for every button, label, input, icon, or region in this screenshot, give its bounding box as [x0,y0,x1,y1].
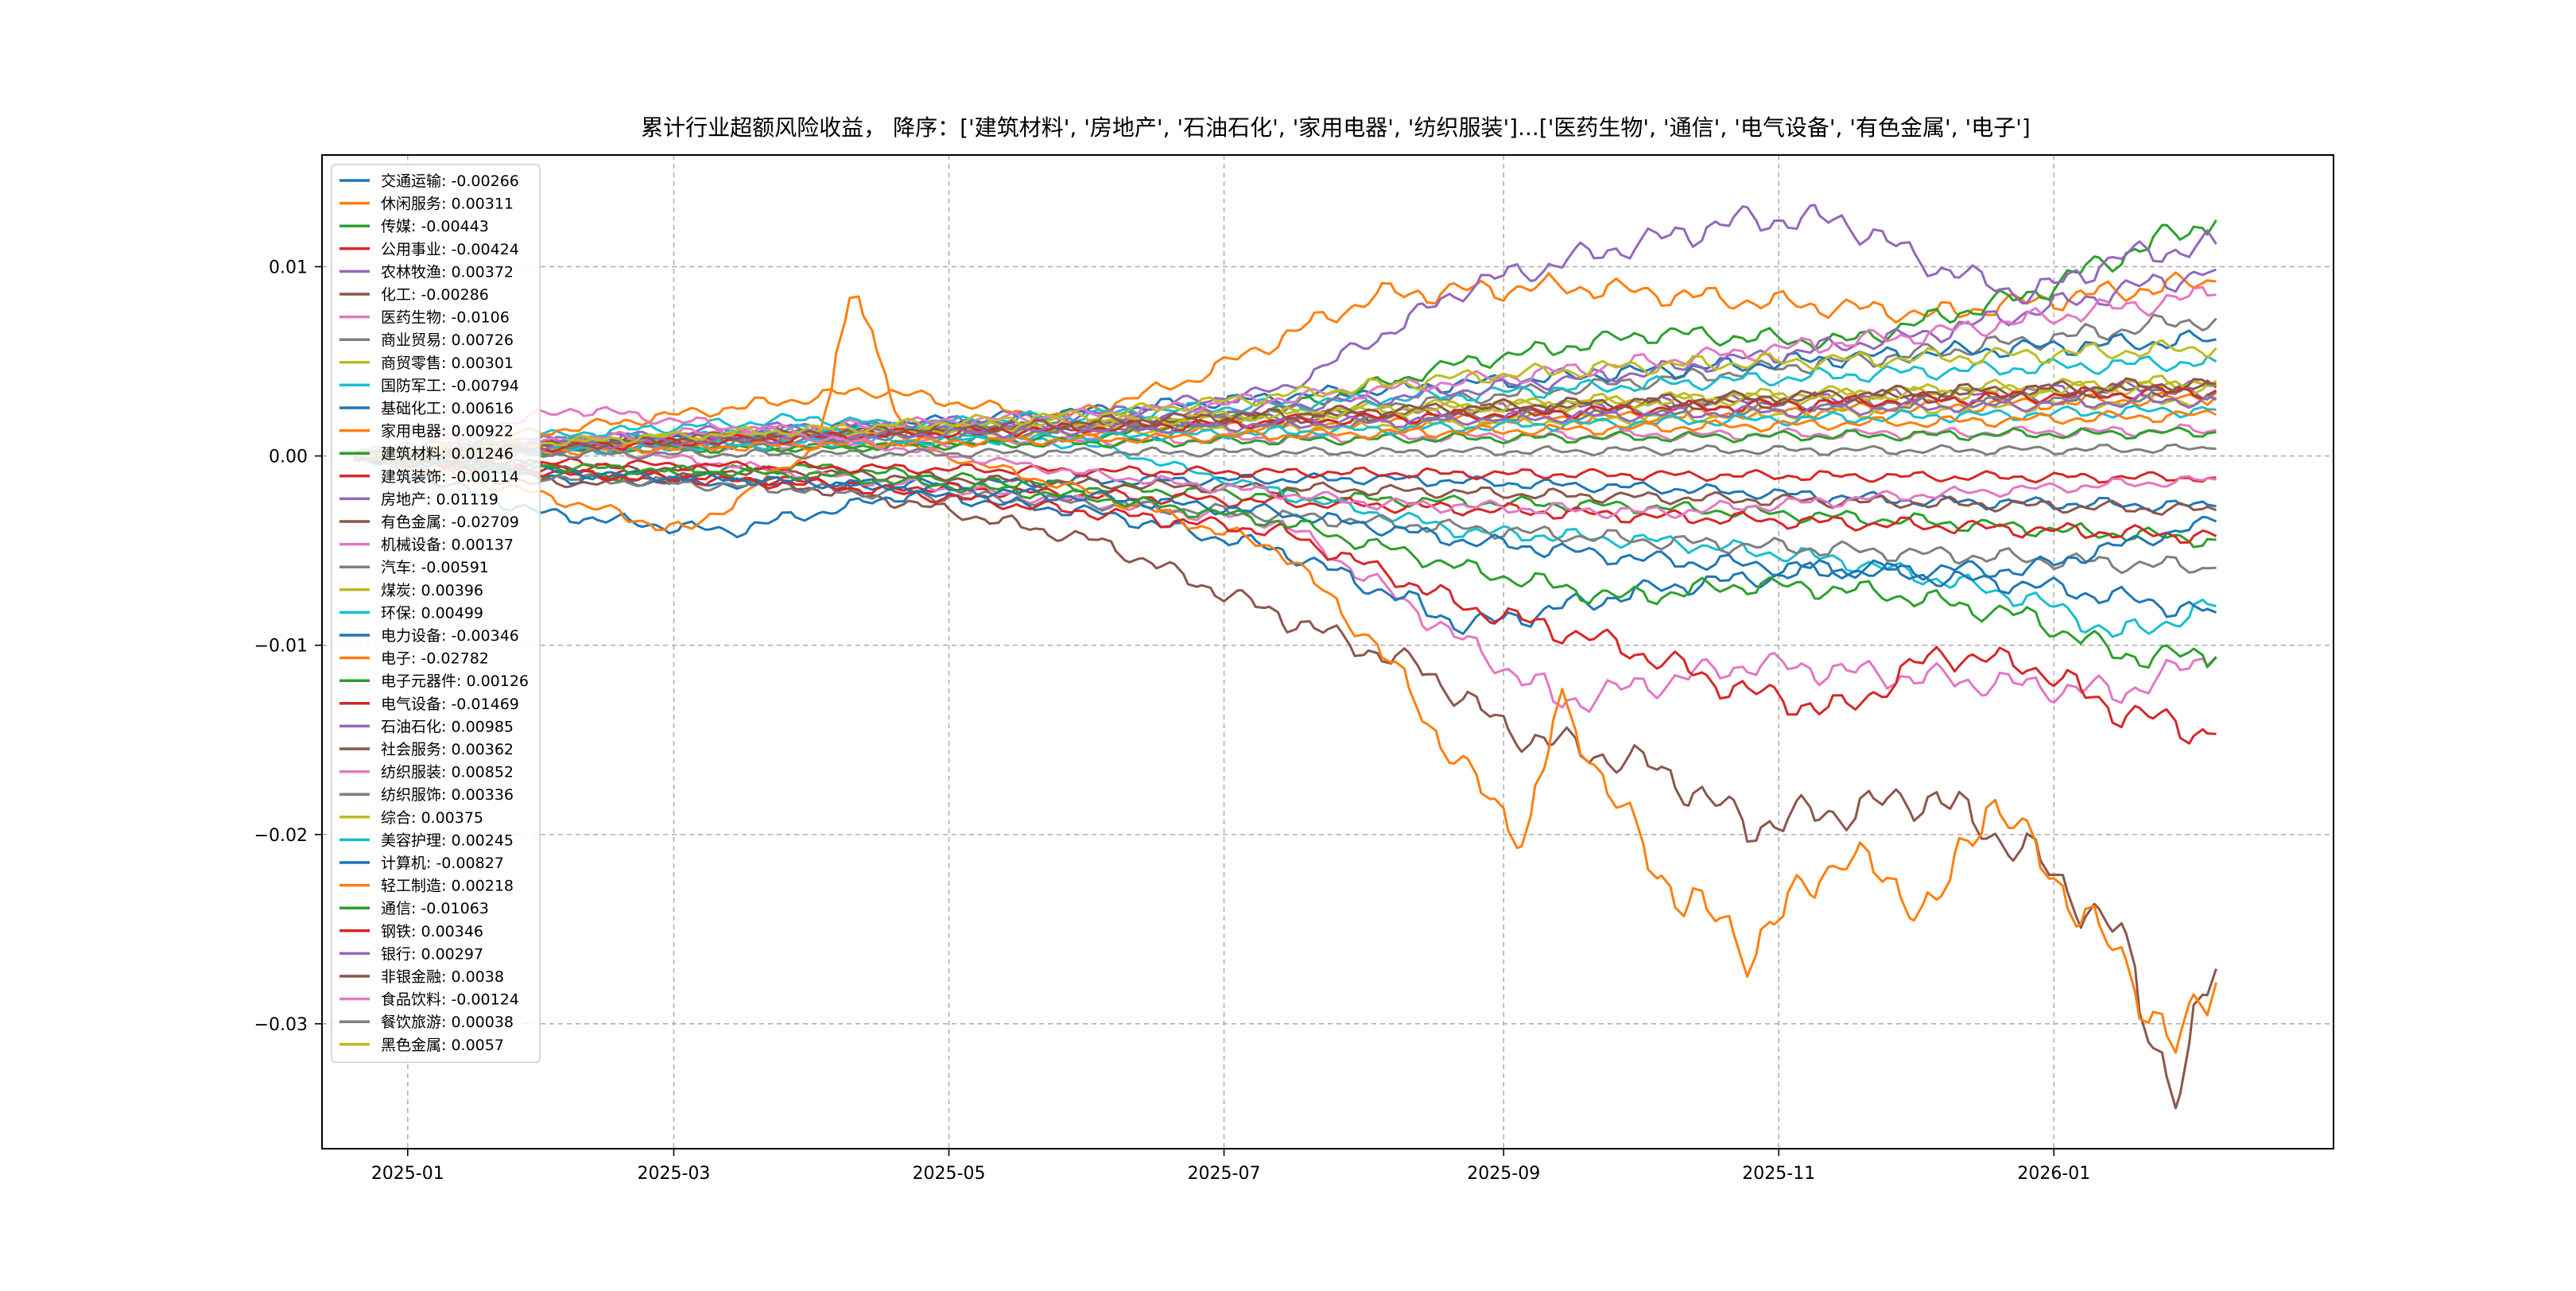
y-tick-label: −0.02 [254,826,308,846]
legend-label: 有色金属: -0.02709 [381,514,519,531]
x-tick-label: 2026-01 [2017,1164,2090,1184]
legend-label: 机械设备: 0.00137 [381,537,514,554]
legend-label: 美容护理: 0.00245 [381,832,514,849]
series-line [353,456,2217,635]
x-tick-label: 2025-01 [371,1164,444,1184]
series-line [353,451,2217,669]
legend-label: 环保: 0.00499 [381,604,483,622]
plot-frame [321,154,2334,1149]
series-line [353,442,2217,713]
legend-label: 医药生物: -0.0106 [381,309,510,327]
legend-label: 化工: -0.00286 [381,286,489,304]
legend-label: 综合: 0.00375 [381,809,483,827]
x-tick-label: 2025-03 [638,1164,711,1184]
legend-label: 汽车: -0.00591 [381,559,489,576]
series-line [352,295,2217,1054]
series-line [352,271,2217,458]
legend-label: 电子: -0.02782 [381,650,489,668]
series-line [353,393,2217,460]
grid-lines [322,155,2334,1149]
legend-label: 农林牧渔: 0.00372 [381,263,514,281]
x-tick-label: 2025-09 [1467,1164,1540,1184]
legend-label: 纺织服装: 0.00852 [381,764,514,781]
legend-label: 商贸零售: 0.00301 [381,355,514,372]
legend-label: 通信: -0.01063 [381,900,489,917]
series-line [353,377,2217,461]
legend-label: 非银金融: 0.0038 [381,968,504,986]
series-lines [352,204,2217,1110]
legend-label: 国防军工: -0.00794 [381,377,519,394]
legend-label: 计算机: -0.00827 [381,855,504,872]
legend-label: 轻工制造: 0.00218 [381,878,514,895]
legend-label: 休闲服务: 0.00311 [381,196,514,213]
legend-label: 商业贸易: 0.00726 [381,331,514,349]
chart-title: 累计行业超额风险收益， 降序：['建筑材料', '房地产', '石油石化', '… [641,114,2031,141]
x-tick-label: 2025-05 [913,1164,986,1184]
legend-label: 基础化工: 0.00616 [381,400,514,417]
legend-label: 传媒: -0.00443 [381,218,489,235]
legend-label: 建筑装饰: -0.00114 [381,468,519,486]
legend-label: 煤炭: 0.00396 [381,582,483,599]
axes: 2025-01 2025-03 2025-05 2025-07 2025-09 2025-… [254,154,2334,1184]
legend-label: 电力设备: -0.00346 [381,627,519,645]
legend-label: 黑色金属: 0.0057 [381,1037,504,1054]
legend-label: 家用电器: 0.00922 [381,423,514,440]
legend-label: 餐饮旅游: 0.00038 [381,1014,514,1031]
series-line [352,409,2217,460]
legend-label: 交通运输: -0.00266 [381,173,519,190]
series-line [352,453,2217,618]
series-line [352,452,2217,516]
legend-label: 纺织服饰: 0.00336 [381,786,514,804]
legend-label: 电子元器件: 0.00126 [381,673,529,690]
legend-label: 食品饮料: -0.00124 [381,991,519,1009]
legend-label: 建筑材料: 0.01246 [381,445,514,463]
legend-label: 钢铁: 0.00346 [381,923,483,940]
y-tick-label: 0.01 [269,258,308,277]
y-tick-label: −0.03 [254,1015,308,1035]
series-line [353,380,2217,460]
x-tick-label: 2025-07 [1188,1164,1261,1184]
legend-label: 石油石化: 0.00985 [381,718,514,735]
series-line [353,454,2217,1110]
y-tick-label: −0.01 [254,637,308,657]
series-line [353,339,2217,459]
legend-label: 社会服务: 0.00362 [381,741,514,758]
series-line [353,405,2217,520]
legend-label: 房地产: 0.01119 [381,490,499,508]
series-line [352,452,2217,484]
legend: 交通运输: -0.00266 休闲服务: 0.00311 传媒: -0.00443 公… [331,164,541,1064]
y-tick-label: 0.00 [269,448,308,467]
x-tick-label: 2025-11 [1742,1164,1815,1184]
legend-box [331,164,541,1064]
legend-label: 电气设备: -0.01469 [381,696,519,713]
series-line [352,443,2217,462]
legend-label: 银行: 0.00297 [381,945,483,963]
legend-label: 公用事业: -0.00424 [381,241,519,258]
